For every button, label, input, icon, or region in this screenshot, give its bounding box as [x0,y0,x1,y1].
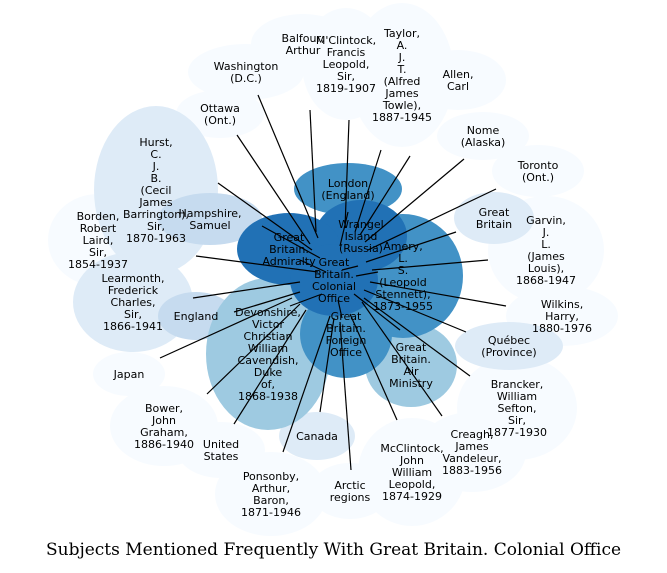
node-nome-label: Nome (Alaska) [461,124,506,149]
node-amery-label: Amery, L. S. (Leopold Stennett), 1873-1955 [373,240,433,313]
edge-wrangel [341,265,359,271]
edge-great-britain [365,231,457,263]
node-mcclintock-john-label: McClintock, John William Leopold, 1874-1929 [380,442,443,503]
node-taylor-label: Taylor, A. J. T. (Alfred James Towle), 1887-194… [372,27,432,124]
node-admiralty-label: Great Britain. Admiralty [262,231,316,268]
node-great-britain-bubble [454,192,534,244]
node-ottawa-bubble [176,90,264,138]
edge-air-ministry [353,293,401,331]
edge-foreign-office [337,299,343,319]
edge-garvin [371,259,489,271]
node-devonshire-bubble [206,278,330,430]
node-ponsonby-bubble [215,452,327,536]
node-england-label: England [174,310,219,323]
edge-japan [159,297,293,359]
node-creagh-label: Creagh, James Vandeleur, 1883-1956 [442,428,502,477]
node-hurst-label: Hurst, C. J. B. (Cecil James Barrington), Sir, 1… [123,136,189,245]
edge-england [233,291,301,313]
edge-allen [359,155,411,236]
node-toronto-label: Toronto (Ont.) [517,159,559,184]
node-canada-bubble [279,412,355,460]
edge-creagh [361,301,443,417]
node-washington-bubble [188,44,304,100]
edge-hampshire [261,225,321,259]
edge-hurst [217,182,313,251]
edge-devonshire [289,293,323,307]
edge-mclintock-francis [344,119,350,229]
node-mcclintock-john-bubble [358,418,466,526]
node-brancker-label: Brancker, William Sefton, Sir, 1877-1930 [487,378,547,439]
node-allen-bubble [410,50,506,110]
diagram-caption: Subjects Mentioned Frequently With Great… [45,540,622,560]
edge-admiralty [299,259,327,273]
edge-borden [195,255,319,273]
edge-wilkins [369,281,507,307]
node-japan-label: Japan [113,368,145,381]
edge-washington [257,94,319,239]
node-learmonth-label: Learmonth, Frederick Charles, Sir, 1866-1941 [102,272,165,333]
edge-ottawa [236,134,311,245]
node-hampshire-label: Hampshire, Samuel [178,207,241,232]
node-ottawa-label: Ottawa (Ont.) [200,102,240,127]
edge-amery [355,271,379,277]
node-ponsonby-label: Ponsonby, Arthur, Baron, 1871-1946 [241,470,301,519]
edge-canada [319,317,335,413]
node-devonshire-label: Devonshire, Victor Christian William Cavendi… [235,306,301,403]
edge-united-states [233,309,307,425]
node-taylor-bubble [350,3,454,147]
node-quebec-label: Québec (Province) [481,334,536,359]
edge-ponsonby [282,315,331,453]
node-nome-bubble [437,112,529,160]
edge-quebec [363,289,467,333]
node-wrangel-label: Wrangel Island (Russia) [338,218,383,255]
edge-balfour [309,109,317,233]
edge-bower [206,303,301,395]
node-hampshire-bubble [158,193,262,245]
node-mclintock-francis-label: M'Clintock, Francis Leopold, Sir, 1819-1907 [316,34,376,95]
node-bower-label: Bower, John Graham, 1886-1940 [134,402,194,451]
node-balfour-label: Balfour, Arthur [282,32,325,57]
edge-brancker [363,297,471,377]
edge-arctic [339,321,352,471]
node-center-label: Great Britain. Colonial Office [312,256,356,305]
node-canada-label: Canada [296,430,338,443]
node-borden-label: Borden, Robert Laird, Sir, 1854-1937 [68,210,128,271]
node-air-ministry-label: Great Britain. Air Ministry [389,341,433,390]
edge-taylor [354,149,382,233]
node-garvin-label: Garvin, J. L. (James Louis), 1868-1947 [516,214,576,287]
edge-london [339,211,349,247]
edge-mcclintock-john [349,313,398,421]
node-japan-bubble [93,352,165,396]
node-washington-label: Washington (D.C.) [214,60,279,85]
node-london-label: London (England) [321,177,374,202]
node-foreign-office-label: Great Britain. Foreign Office [326,310,367,359]
node-allen-label: Allen, Carl [443,68,474,93]
edge-learmonth [192,281,301,299]
node-arctic-label: Arctic regions [330,479,371,504]
node-great-britain-label: Great Britain [476,206,512,231]
edge-toronto [367,188,497,251]
node-wilkins-label: Wilkins, Harry, 1880-1976 [532,298,592,335]
node-quebec-bubble [455,322,563,370]
node-united-states-label: United States [203,438,239,463]
edge-nome [364,158,465,243]
node-toronto-bubble [492,145,584,197]
